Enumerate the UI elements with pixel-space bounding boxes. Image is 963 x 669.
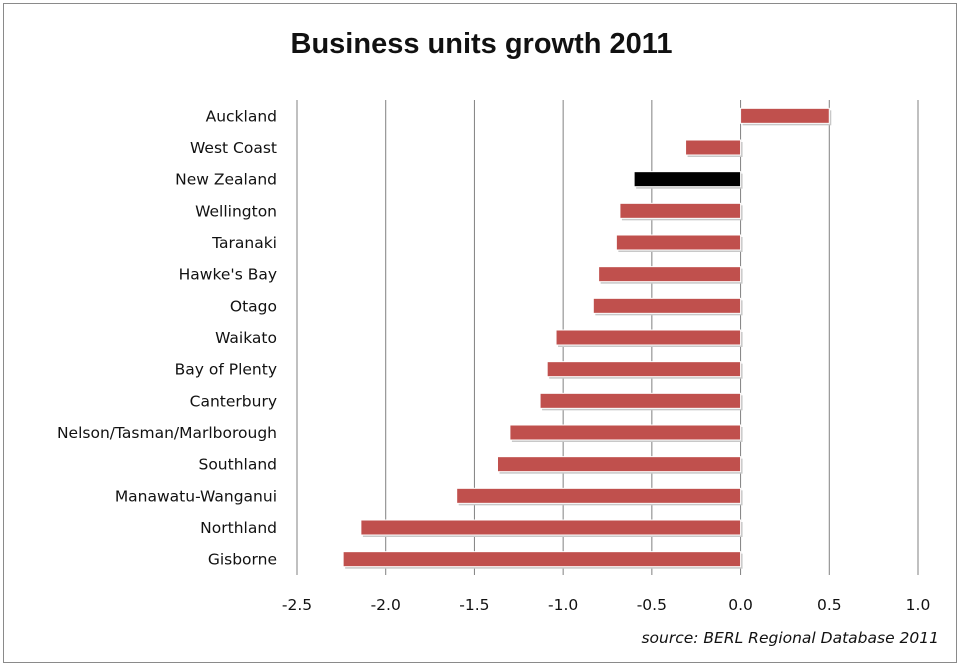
bar: [496, 456, 742, 473]
category-label: Northland: [200, 519, 277, 537]
bar: [592, 297, 742, 314]
category-label: Otago: [230, 297, 277, 315]
category-label: Waikato: [215, 329, 277, 347]
category-label: Hawke's Bay: [179, 266, 277, 284]
bar: [633, 171, 742, 188]
category-label: New Zealand: [175, 171, 277, 189]
x-tick-label: -2.5: [282, 596, 312, 614]
bar: [615, 234, 742, 251]
bar: [360, 519, 742, 536]
bar: [555, 329, 742, 346]
category-label: Taranaki: [211, 234, 277, 252]
x-tick-label: 0.5: [817, 596, 842, 614]
x-tick-label: 1.0: [906, 596, 931, 614]
bar: [456, 487, 742, 504]
category-label: West Coast: [190, 139, 277, 157]
bar: [598, 266, 742, 283]
bar: [685, 139, 742, 156]
bar: [546, 361, 742, 378]
x-tick-label: -0.5: [637, 596, 667, 614]
category-label: Nelson/Tasman/Marlborough: [57, 424, 277, 442]
x-tick-label: -1.0: [548, 596, 578, 614]
category-label: Gisborne: [208, 551, 277, 569]
source-note: source: BERL Regional Database 2011: [641, 629, 939, 647]
bar: [342, 551, 742, 568]
category-label: Wellington: [195, 202, 277, 220]
category-label: Canterbury: [190, 392, 277, 410]
x-tick-label: -2.0: [371, 596, 401, 614]
bar: [509, 424, 742, 441]
bar: [539, 392, 742, 409]
x-tick-label: -1.5: [459, 596, 489, 614]
category-label: Manawatu-Wanganui: [115, 487, 277, 505]
chart-title: Business units growth 2011: [290, 28, 673, 60]
category-label: Bay of Plenty: [175, 361, 277, 379]
bar: [740, 107, 830, 124]
category-label: Southland: [198, 456, 277, 474]
category-label: Auckland: [206, 107, 277, 125]
x-tick-label: 0.0: [728, 596, 753, 614]
bar: [619, 202, 742, 219]
